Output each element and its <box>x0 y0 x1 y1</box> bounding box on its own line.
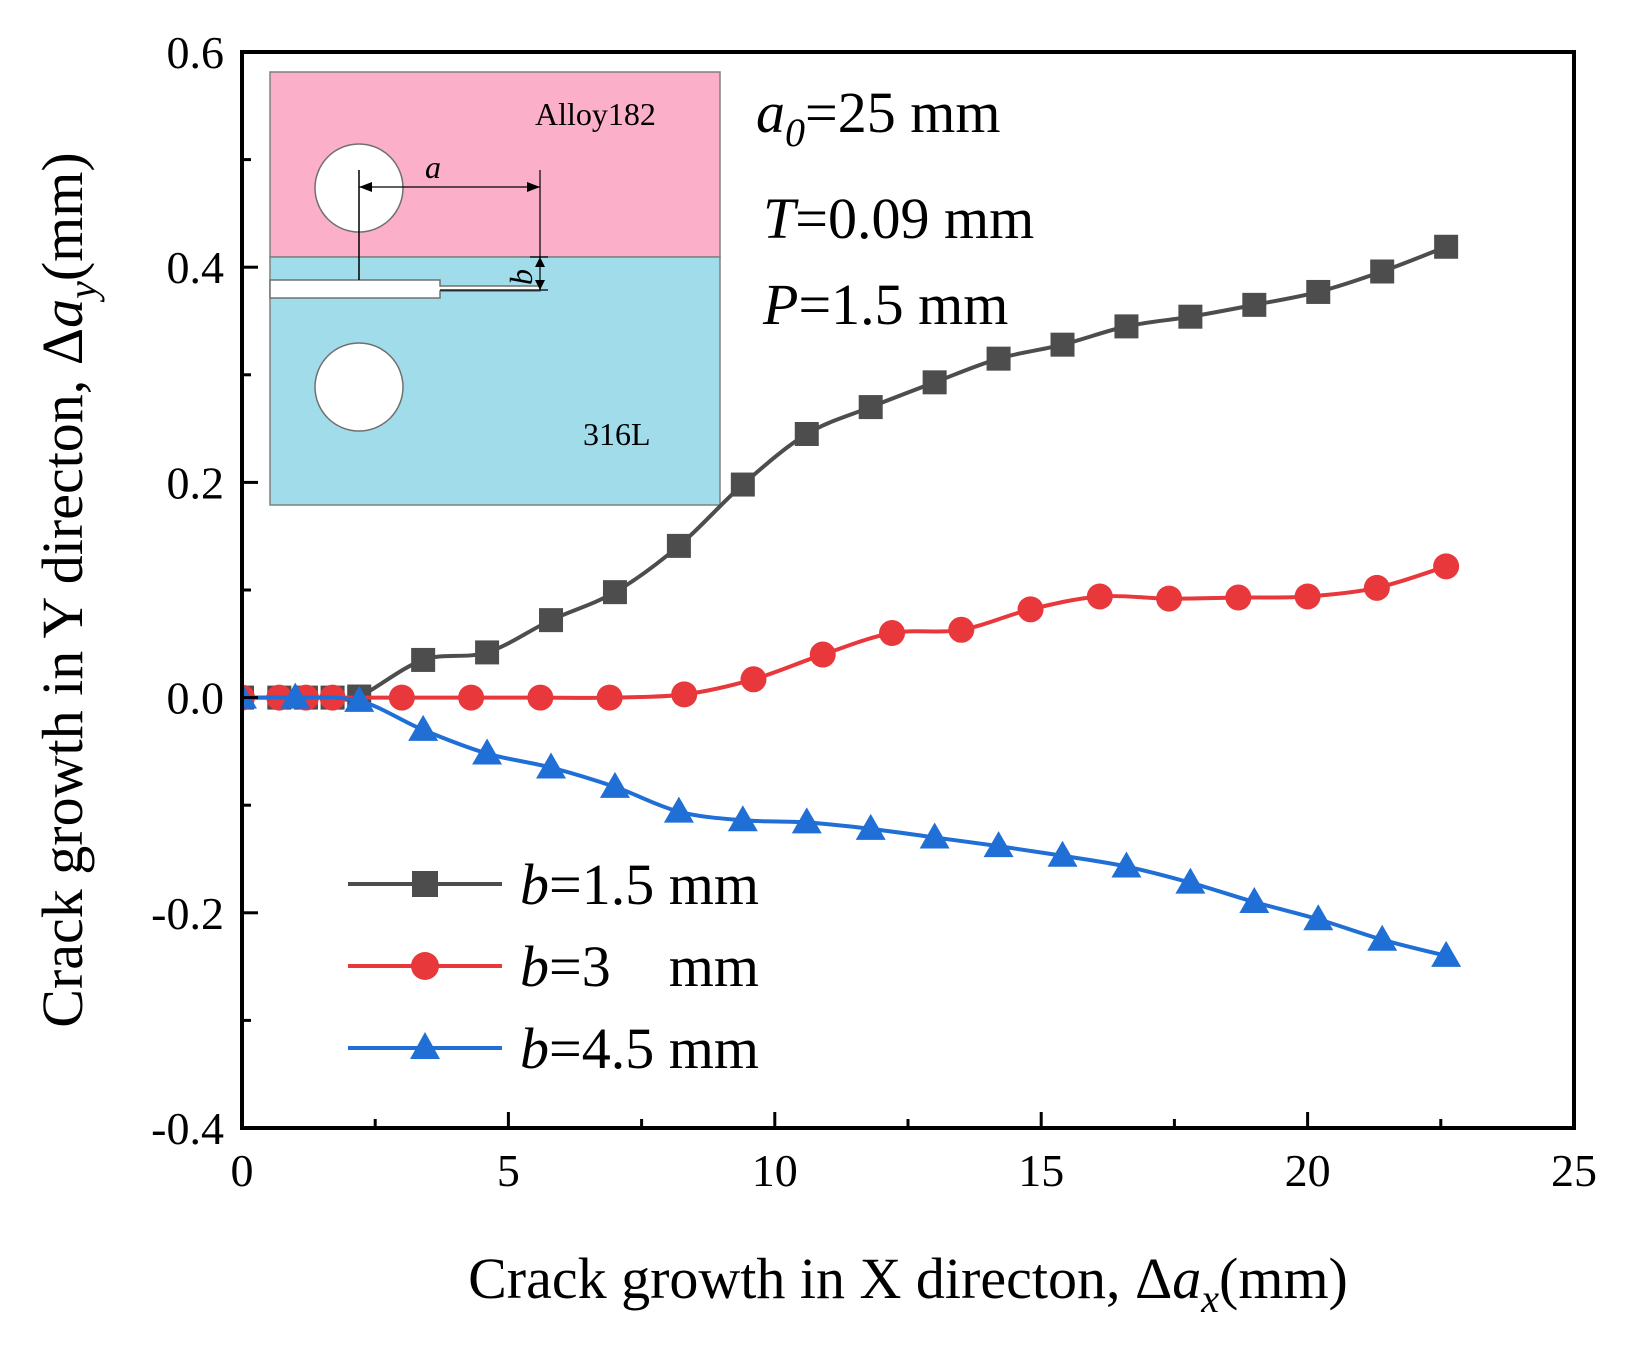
data-point-circle <box>1294 583 1321 610</box>
legend-label-b3: b=3 mm <box>520 934 759 999</box>
data-point-circle <box>458 684 485 711</box>
data-point-triangle <box>1175 867 1206 894</box>
data-point-triangle <box>1111 851 1142 878</box>
data-point-triangle <box>472 738 503 765</box>
data-point-triangle <box>1431 940 1462 967</box>
data-point-circle <box>1017 596 1044 623</box>
data-point-triangle <box>1239 887 1270 914</box>
y-tick-label: 0.2 <box>167 457 225 508</box>
annotation-p: P=1.5 mm <box>762 272 1008 337</box>
inset-b-arrow-down <box>535 280 545 290</box>
inset-dim-b-label: b <box>503 269 539 285</box>
data-point-triangle <box>919 822 950 849</box>
inset-a-arrow-left <box>359 182 372 192</box>
x-tick-label: 25 <box>1551 1145 1597 1196</box>
data-point-square <box>475 640 500 665</box>
data-point-triangle <box>344 685 375 712</box>
legend-label-b1-5: b=1.5 mm <box>520 852 759 917</box>
y-tick-label: -0.2 <box>151 888 224 939</box>
data-point-square <box>666 533 691 558</box>
y-axis-title: Crack growth in Y directon, Δay(mm) <box>30 152 105 1027</box>
data-point-circle <box>388 684 415 711</box>
data-point-square <box>1434 234 1459 259</box>
data-point-square <box>602 580 627 605</box>
data-point-square <box>1242 292 1267 317</box>
data-point-triangle <box>599 771 630 798</box>
annotation-t: T=0.09 mm <box>763 186 1034 251</box>
series-line-b-3-mm <box>242 564 1447 700</box>
data-point-circle <box>740 666 767 693</box>
inset-label-316l: 316L <box>583 416 651 452</box>
legend-marker-square <box>412 871 438 897</box>
data-point-triangle <box>663 796 694 823</box>
data-point-circle <box>1086 583 1113 610</box>
data-point-triangle <box>727 805 758 832</box>
legend-label-b4-5: b=4.5 mm <box>520 1016 759 1081</box>
data-point-triangle <box>983 831 1014 858</box>
legend-marker-circle <box>411 952 439 980</box>
data-point-square <box>1306 279 1331 304</box>
data-point-triangle <box>280 682 311 709</box>
data-point-triangle <box>1367 924 1398 951</box>
data-point-square <box>539 608 564 633</box>
inset-dim-a-label: a <box>425 149 441 185</box>
inset-schematic: Alloy182 316L a b <box>269 71 721 506</box>
legend: b=1.5 mm b=3 mm b=4.5 mm <box>348 852 759 1081</box>
data-point-square <box>986 346 1011 371</box>
inset-notch <box>269 279 541 299</box>
inset-label-alloy182: Alloy182 <box>535 96 656 132</box>
y-tick-label: 0.0 <box>167 673 225 724</box>
x-axis-title: Crack growth in X directon, Δax(mm) <box>468 1246 1348 1321</box>
inset-lower-hole <box>314 342 404 432</box>
x-tick-label: 5 <box>497 1145 520 1196</box>
inset-b-arrow-up <box>535 257 545 267</box>
inset-a-arrow-right <box>527 182 540 192</box>
data-point-square <box>1370 259 1395 284</box>
data-point-square <box>858 395 883 420</box>
y-tick-label: 0.6 <box>167 27 225 78</box>
x-tick-label: 20 <box>1285 1145 1331 1196</box>
data-point-triangle <box>242 682 257 709</box>
data-point-circle <box>1156 585 1183 612</box>
data-point-triangle <box>536 752 567 779</box>
data-point-square <box>730 472 755 497</box>
data-point-square <box>922 370 947 395</box>
y-tick-label: -0.4 <box>151 1103 224 1154</box>
data-point-triangle <box>1047 840 1078 867</box>
legend-item-b3: b=3 mm <box>348 934 759 999</box>
legend-item-b4-5: b=4.5 mm <box>348 1016 759 1081</box>
data-point-square <box>794 421 819 446</box>
data-point-square <box>1178 304 1203 329</box>
series-b-4-5-mm <box>242 682 1462 967</box>
tick-marks <box>240 50 1576 1130</box>
data-point-circle <box>1225 584 1252 611</box>
data-point-circle <box>596 684 623 711</box>
legend-item-b1-5: b=1.5 mm <box>348 852 759 917</box>
x-tick-label: 15 <box>1018 1145 1064 1196</box>
data-point-triangle <box>408 714 439 741</box>
tick-labels: 0 5 10 15 20 25 -0.4 -0.2 0.0 0.2 0.4 0.6 <box>151 27 1597 1196</box>
legend-marker-triangle <box>410 1032 440 1059</box>
data-point-circle <box>671 681 698 708</box>
data-point-circle <box>809 641 836 668</box>
series-b-3-mm <box>242 553 1460 711</box>
data-point-square <box>411 647 436 672</box>
x-tick-label: 10 <box>752 1145 798 1196</box>
y-tick-label: 0.4 <box>167 242 225 293</box>
data-point-circle <box>948 616 975 643</box>
parameter-annotations: a0=25 mm T=0.09 mm P=1.5 mm <box>756 80 1034 337</box>
annotation-a0: a0=25 mm <box>756 80 1000 155</box>
data-point-circle <box>1433 553 1460 580</box>
data-point-circle <box>1363 574 1390 601</box>
data-point-triangle <box>855 813 886 840</box>
data-point-square <box>1114 314 1139 339</box>
series-layer <box>242 234 1462 967</box>
data-point-triangle <box>1303 904 1334 931</box>
data-point-circle <box>527 684 554 711</box>
data-point-square <box>1050 332 1075 357</box>
data-point-circle <box>879 620 906 647</box>
x-tick-label: 0 <box>231 1145 254 1196</box>
data-point-triangle <box>791 807 822 834</box>
